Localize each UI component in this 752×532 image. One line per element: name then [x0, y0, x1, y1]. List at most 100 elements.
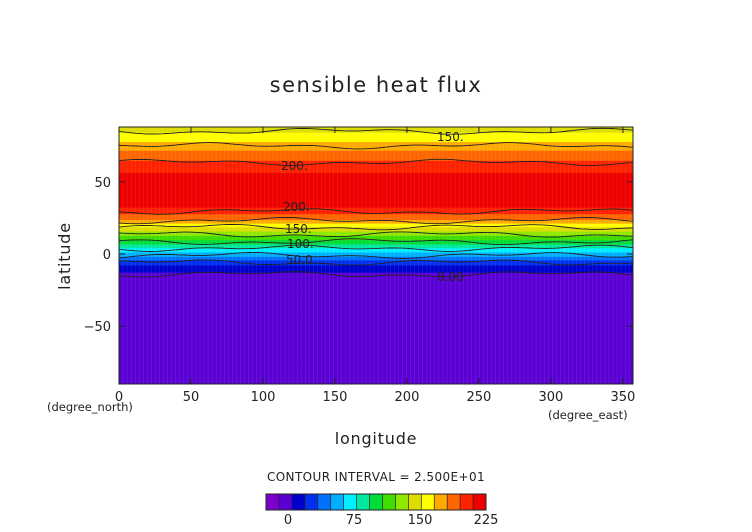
contour-label-150-top: 150.	[437, 130, 464, 144]
latitude-band	[119, 358, 633, 360]
latitude-band	[119, 193, 633, 195]
latitude-band	[119, 325, 633, 327]
latitude-band	[119, 350, 633, 352]
latitude-band	[119, 160, 633, 163]
latitude-band	[119, 321, 633, 324]
latitude-band	[119, 158, 633, 160]
colorbar-swatch	[434, 494, 448, 510]
latitude-band	[119, 323, 633, 325]
latitude-band	[119, 225, 633, 227]
latitude-band	[119, 363, 633, 365]
latitude-band	[119, 186, 633, 188]
latitude-band	[119, 347, 633, 349]
latitude-band	[119, 241, 633, 243]
latitude-band	[119, 132, 633, 134]
latitude-band	[119, 188, 633, 190]
latitude-band	[119, 141, 633, 143]
latitude-band	[119, 282, 633, 285]
latitude-band	[119, 331, 633, 333]
latitude-band	[119, 264, 633, 267]
latitude-band	[119, 240, 633, 242]
latitude-band	[119, 128, 633, 130]
latitude-band	[119, 157, 633, 159]
latitude-band	[119, 199, 633, 201]
latitude-band	[119, 207, 633, 210]
colorbar-frame	[265, 493, 487, 511]
latitude-band	[119, 376, 633, 379]
latitude-band	[119, 237, 633, 239]
latitude-band	[119, 184, 633, 186]
latitude-band	[119, 358, 633, 361]
latitude-band	[119, 311, 633, 314]
contour-label-100: 100.	[287, 237, 314, 251]
latitude-band	[119, 189, 633, 191]
latitude-band	[119, 329, 633, 332]
latitude-band	[119, 269, 633, 271]
latitude-band	[119, 170, 633, 172]
latitude-band	[119, 328, 633, 330]
latitude-band	[119, 151, 633, 153]
colorbar-swatch	[266, 494, 280, 510]
latitude-band	[119, 291, 633, 293]
latitude-band	[119, 184, 633, 187]
latitude-band	[119, 139, 633, 142]
latitude-band	[119, 341, 633, 343]
latitude-band	[119, 295, 633, 297]
latitude-band	[119, 133, 633, 135]
latitude-band	[119, 202, 633, 204]
contour-lines	[119, 127, 633, 278]
latitude-band	[119, 207, 633, 209]
latitude-band	[119, 266, 633, 268]
latitude-band	[119, 290, 633, 293]
x-tick-label: 300	[539, 390, 564, 405]
latitude-band	[119, 316, 633, 319]
latitude-band	[119, 165, 633, 167]
latitude-band	[119, 236, 633, 239]
latitude-band	[119, 148, 633, 150]
latitude-band	[119, 275, 633, 278]
latitude-band	[119, 322, 633, 324]
latitude-band	[119, 177, 633, 179]
latitude-band	[119, 314, 633, 317]
latitude-band	[119, 192, 633, 195]
latitude-band	[119, 267, 633, 270]
latitude-band	[119, 285, 633, 287]
colorbar-swatch	[356, 494, 370, 510]
latitude-band	[119, 319, 633, 322]
latitude-band	[119, 287, 633, 289]
latitude-band	[119, 135, 633, 137]
latitude-band	[119, 371, 633, 373]
latitude-band	[119, 225, 633, 228]
latitude-band	[119, 181, 633, 183]
latitude-band	[119, 366, 633, 368]
latitude-band	[119, 289, 633, 291]
latitude-band	[119, 316, 633, 318]
colorbar-swatch	[447, 494, 461, 510]
latitude-band	[119, 153, 633, 156]
latitude-band	[119, 304, 633, 306]
y-axis-label: latitude	[55, 222, 74, 290]
latitude-band	[119, 254, 633, 257]
latitude-band	[119, 363, 633, 366]
latitude-band	[119, 256, 633, 259]
latitude-band	[119, 167, 633, 169]
latitude-band	[119, 313, 633, 315]
colorbar-swatch	[304, 494, 319, 510]
latitude-band	[119, 280, 633, 282]
latitude-band	[119, 329, 633, 331]
latitude-band	[119, 230, 633, 233]
colorbar-swatch	[343, 494, 357, 510]
x-tick-label: 100	[251, 390, 276, 405]
colorbar-swatch	[382, 494, 396, 510]
latitude-band	[119, 206, 633, 208]
contour-line	[119, 208, 633, 215]
latitude-band	[119, 200, 633, 202]
latitude-band	[119, 173, 633, 176]
latitude-band	[119, 262, 633, 264]
latitude-band	[119, 171, 633, 173]
latitude-band	[119, 303, 633, 306]
latitude-band	[119, 223, 633, 226]
latitude-band	[119, 311, 633, 313]
latitude-band	[119, 380, 633, 382]
contour-line	[119, 271, 633, 278]
